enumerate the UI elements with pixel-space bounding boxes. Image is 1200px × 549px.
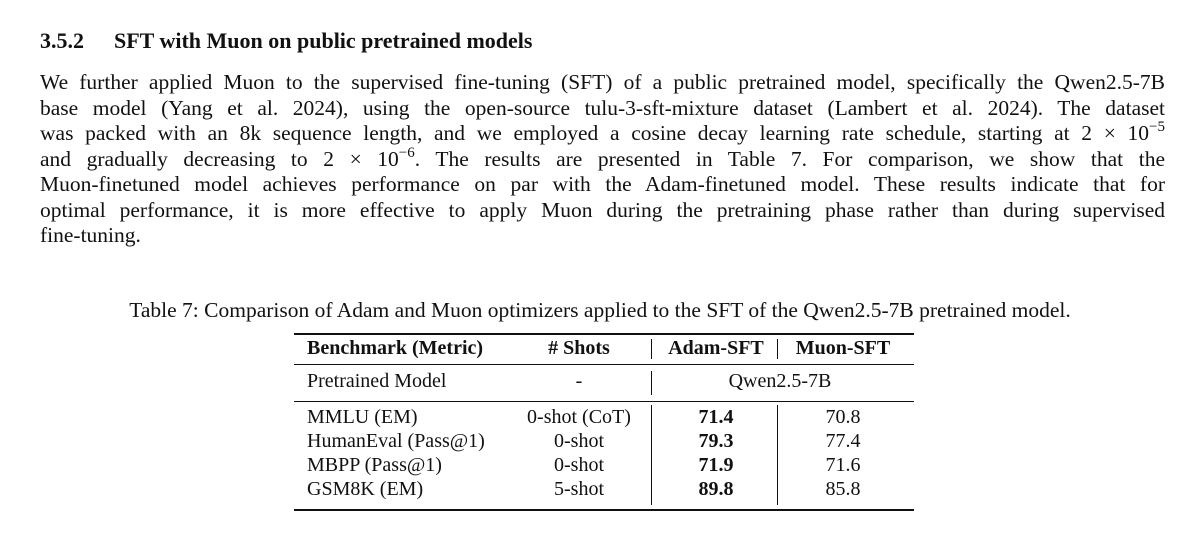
- section-heading: 3.5.2 SFT with Muon on public pretrained …: [40, 28, 532, 54]
- row-benchmark: GSM8K (EM): [307, 478, 424, 500]
- section-number: 3.5.2: [40, 28, 84, 53]
- row-benchmark: HumanEval (Pass@1): [307, 430, 485, 452]
- paragraph-line-3: was packed with an 8k sequence length, a…: [40, 119, 1165, 147]
- exponent-start-lr: −5: [1149, 119, 1165, 135]
- body-paragraph: We further applied Muon to the supervise…: [40, 70, 1165, 249]
- row-adam: 71.4: [698, 406, 734, 428]
- row-adam: 71.9: [698, 454, 734, 476]
- header-benchmark: Benchmark (Metric): [307, 337, 484, 359]
- row-shots: 0-shot: [554, 430, 604, 452]
- row-adam: 89.8: [698, 478, 734, 500]
- header-separator-right: [777, 339, 778, 359]
- bottom-rule: [294, 509, 914, 511]
- pretrained-shots: -: [575, 370, 583, 392]
- paragraph-line-2: base model (Yang et al. 2024), using the…: [40, 95, 1165, 120]
- top-rule: [294, 333, 914, 335]
- row-benchmark: MMLU (EM): [307, 406, 418, 428]
- table-caption: Table 7: Comparison of Adam and Muon opt…: [129, 298, 1071, 322]
- paragraph-line-4-text: and gradually decreasing to 2 × 10: [40, 146, 399, 171]
- paragraph-line-4: and gradually decreasing to 2 × 10−6. Th…: [40, 144, 1165, 173]
- row-shots: 0-shot (CoT): [527, 406, 631, 428]
- paragraph-line-4-rest: . The results are presented in Table 7. …: [414, 146, 1165, 171]
- section-title: SFT with Muon on public pretrained model…: [114, 28, 533, 53]
- row-benchmark: MBPP (Pass@1): [307, 454, 442, 476]
- row-adam: 79.3: [698, 430, 734, 452]
- pretrained-separator: [651, 371, 652, 395]
- row-muon: 77.4: [825, 430, 861, 452]
- pretrained-label: Pretrained Model: [307, 370, 447, 392]
- paragraph-line-6: optimal performance, it is more effectiv…: [40, 197, 1165, 222]
- row-muon: 71.6: [825, 454, 861, 476]
- mid-rule: [294, 401, 914, 402]
- row-shots: 5-shot: [554, 478, 604, 500]
- pretrained-model: Qwen2.5-7B: [728, 370, 832, 392]
- header-shots: # Shots: [548, 337, 610, 359]
- row-muon: 85.8: [825, 478, 861, 500]
- header-rule: [294, 364, 914, 365]
- paragraph-line-5: Muon-finetuned model achieves performanc…: [40, 172, 1165, 196]
- exponent-end-lr: −6: [398, 144, 415, 161]
- row-shots: 0-shot: [554, 454, 604, 476]
- paragraph-line-7: fine-tuning.: [40, 223, 141, 247]
- paragraph-line-1: We further applied Muon to the supervise…: [40, 70, 1165, 94]
- header-separator-left: [651, 339, 652, 359]
- header-adam: Adam-SFT: [668, 337, 764, 359]
- results-table: Benchmark (Metric) # Shots Adam-SFT Muon…: [294, 333, 914, 513]
- data-separator-right: [777, 405, 778, 505]
- paragraph-line-3-text: was packed with an 8k sequence length, a…: [40, 121, 1150, 145]
- header-muon: Muon-SFT: [795, 337, 891, 359]
- row-muon: 70.8: [825, 406, 861, 428]
- data-separator-left: [651, 405, 652, 505]
